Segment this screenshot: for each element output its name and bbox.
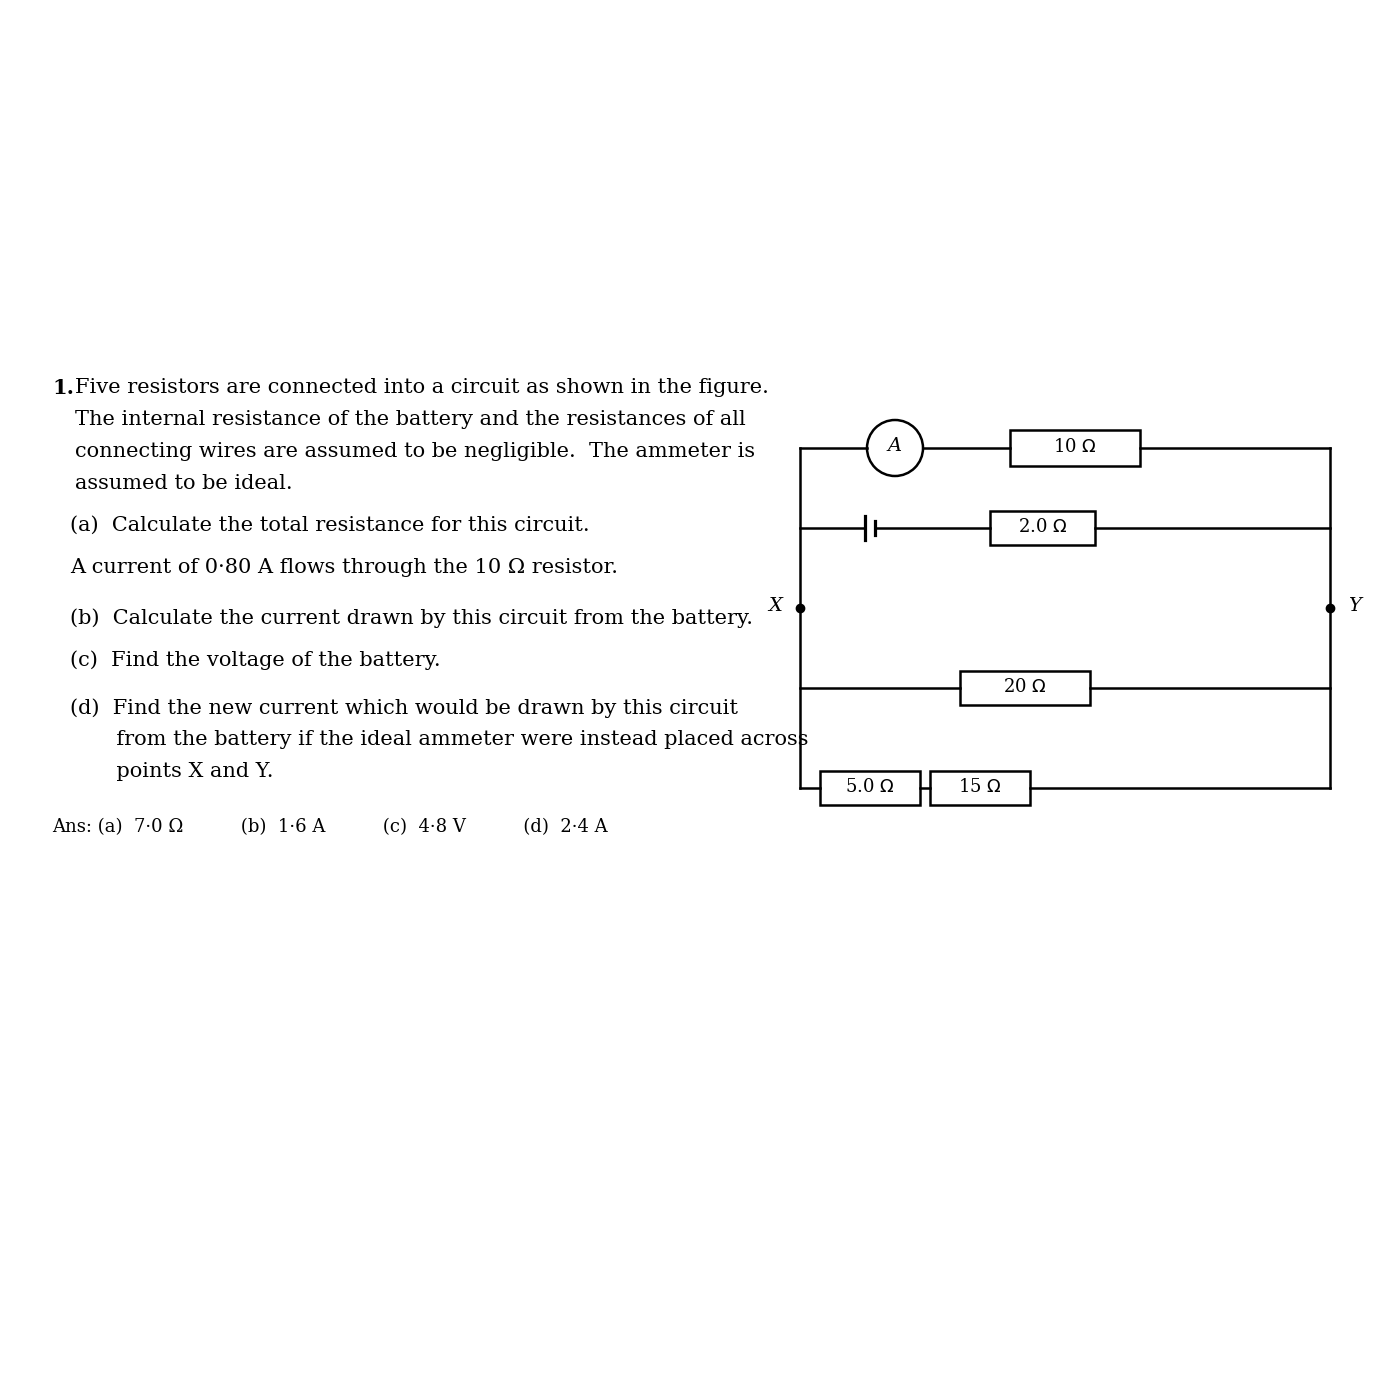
- Text: Y: Y: [1348, 597, 1360, 615]
- Text: Five resistors are connected into a circuit as shown in the figure.: Five resistors are connected into a circ…: [75, 377, 769, 397]
- Text: 1.: 1.: [52, 377, 74, 398]
- Text: 5.0 $\Omega$: 5.0 $\Omega$: [846, 779, 895, 795]
- Text: 10 $\Omega$: 10 $\Omega$: [1053, 438, 1097, 456]
- Text: (a)  Calculate the total resistance for this circuit.: (a) Calculate the total resistance for t…: [70, 516, 590, 535]
- FancyBboxPatch shape: [821, 772, 920, 805]
- Text: connecting wires are assumed to be negligible.  The ammeter is: connecting wires are assumed to be negli…: [75, 442, 755, 461]
- FancyBboxPatch shape: [960, 671, 1090, 705]
- Text: The internal resistance of the battery and the resistances of all: The internal resistance of the battery a…: [75, 410, 745, 429]
- FancyBboxPatch shape: [990, 512, 1095, 545]
- Text: from the battery if the ideal ammeter were instead placed across: from the battery if the ideal ammeter we…: [70, 730, 808, 749]
- Text: 2.0 $\Omega$: 2.0 $\Omega$: [1018, 519, 1067, 535]
- Text: 20 $\Omega$: 20 $\Omega$: [1004, 678, 1047, 696]
- Text: A current of 0·80 A flows through the 10 Ω resistor.: A current of 0·80 A flows through the 10…: [70, 558, 618, 577]
- FancyBboxPatch shape: [1009, 431, 1139, 466]
- FancyBboxPatch shape: [930, 772, 1030, 805]
- Text: A: A: [888, 438, 902, 454]
- Text: X: X: [768, 597, 781, 615]
- Text: assumed to be ideal.: assumed to be ideal.: [75, 474, 292, 493]
- Text: (b)  Calculate the current drawn by this circuit from the battery.: (b) Calculate the current drawn by this …: [70, 608, 754, 628]
- Text: (c)  Find the voltage of the battery.: (c) Find the voltage of the battery.: [70, 650, 440, 670]
- Text: (d)  Find the new current which would be drawn by this circuit: (d) Find the new current which would be …: [70, 698, 738, 717]
- Text: points X and Y.: points X and Y.: [70, 762, 274, 781]
- Text: Ans: (a)  7·0 Ω          (b)  1·6 A          (c)  4·8 V          (d)  2·4 A: Ans: (a) 7·0 Ω (b) 1·6 A (c) 4·8 V (d) 2…: [52, 818, 608, 836]
- Text: 15 $\Omega$: 15 $\Omega$: [958, 779, 1002, 795]
